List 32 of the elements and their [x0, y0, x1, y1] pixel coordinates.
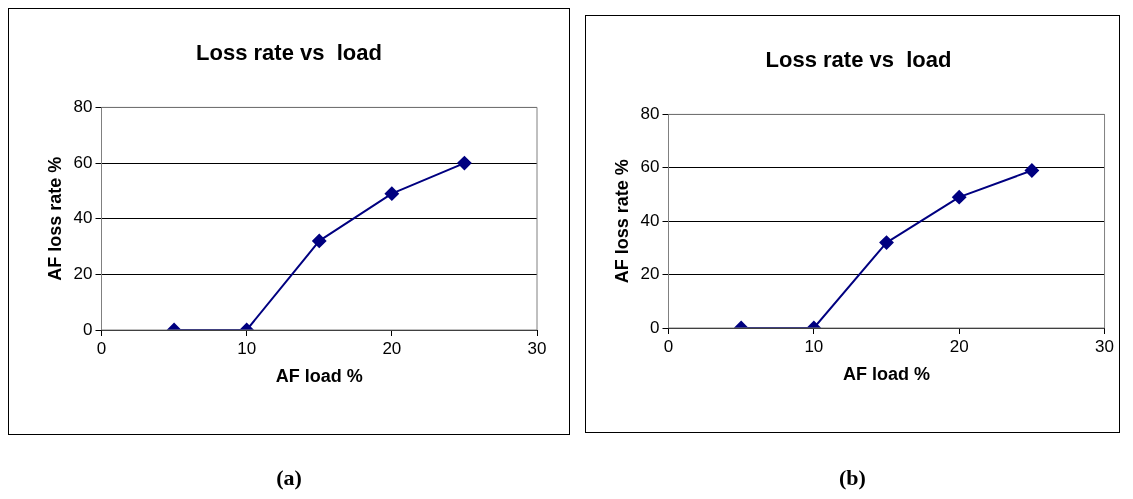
chart-title: Loss rate vs load [765, 47, 952, 73]
point [952, 190, 967, 205]
x-tick-label: 0 [663, 336, 674, 356]
x-tick-label: 30 [1095, 336, 1115, 356]
x-axis-title: AF load % [843, 364, 931, 385]
text: (a) [275, 465, 303, 491]
x-axis-title: AF load % [275, 366, 363, 387]
point [457, 156, 472, 171]
point [1024, 163, 1039, 178]
y-tick-label: 40 [640, 210, 660, 230]
y-tick-label: 60 [73, 152, 93, 172]
y-tick-label: 80 [640, 104, 660, 124]
y-tick-label: 0 [650, 317, 660, 337]
x-tick-label: 0 [96, 338, 107, 358]
x-tick-label: 30 [527, 338, 547, 358]
y-tick-label: 40 [73, 208, 93, 228]
chart-title: Loss rate vs load [196, 40, 382, 66]
point [312, 233, 327, 248]
point [384, 186, 399, 201]
y-axis-title: AF loss rate % [44, 156, 65, 281]
y-tick-label: 80 [73, 97, 93, 117]
x-tick-label: 10 [804, 336, 824, 356]
text: (b) [838, 465, 867, 491]
point [879, 235, 894, 250]
x-tick-label: 20 [382, 338, 402, 358]
y-axis-title: AF loss rate % [611, 159, 632, 284]
y-tick-label: 20 [73, 264, 93, 284]
y-tick-label: 0 [83, 319, 93, 339]
x-tick-label: 20 [949, 336, 969, 356]
y-tick-label: 20 [640, 264, 660, 284]
x-tick-label: 10 [237, 338, 257, 358]
y-tick-label: 60 [640, 157, 660, 177]
